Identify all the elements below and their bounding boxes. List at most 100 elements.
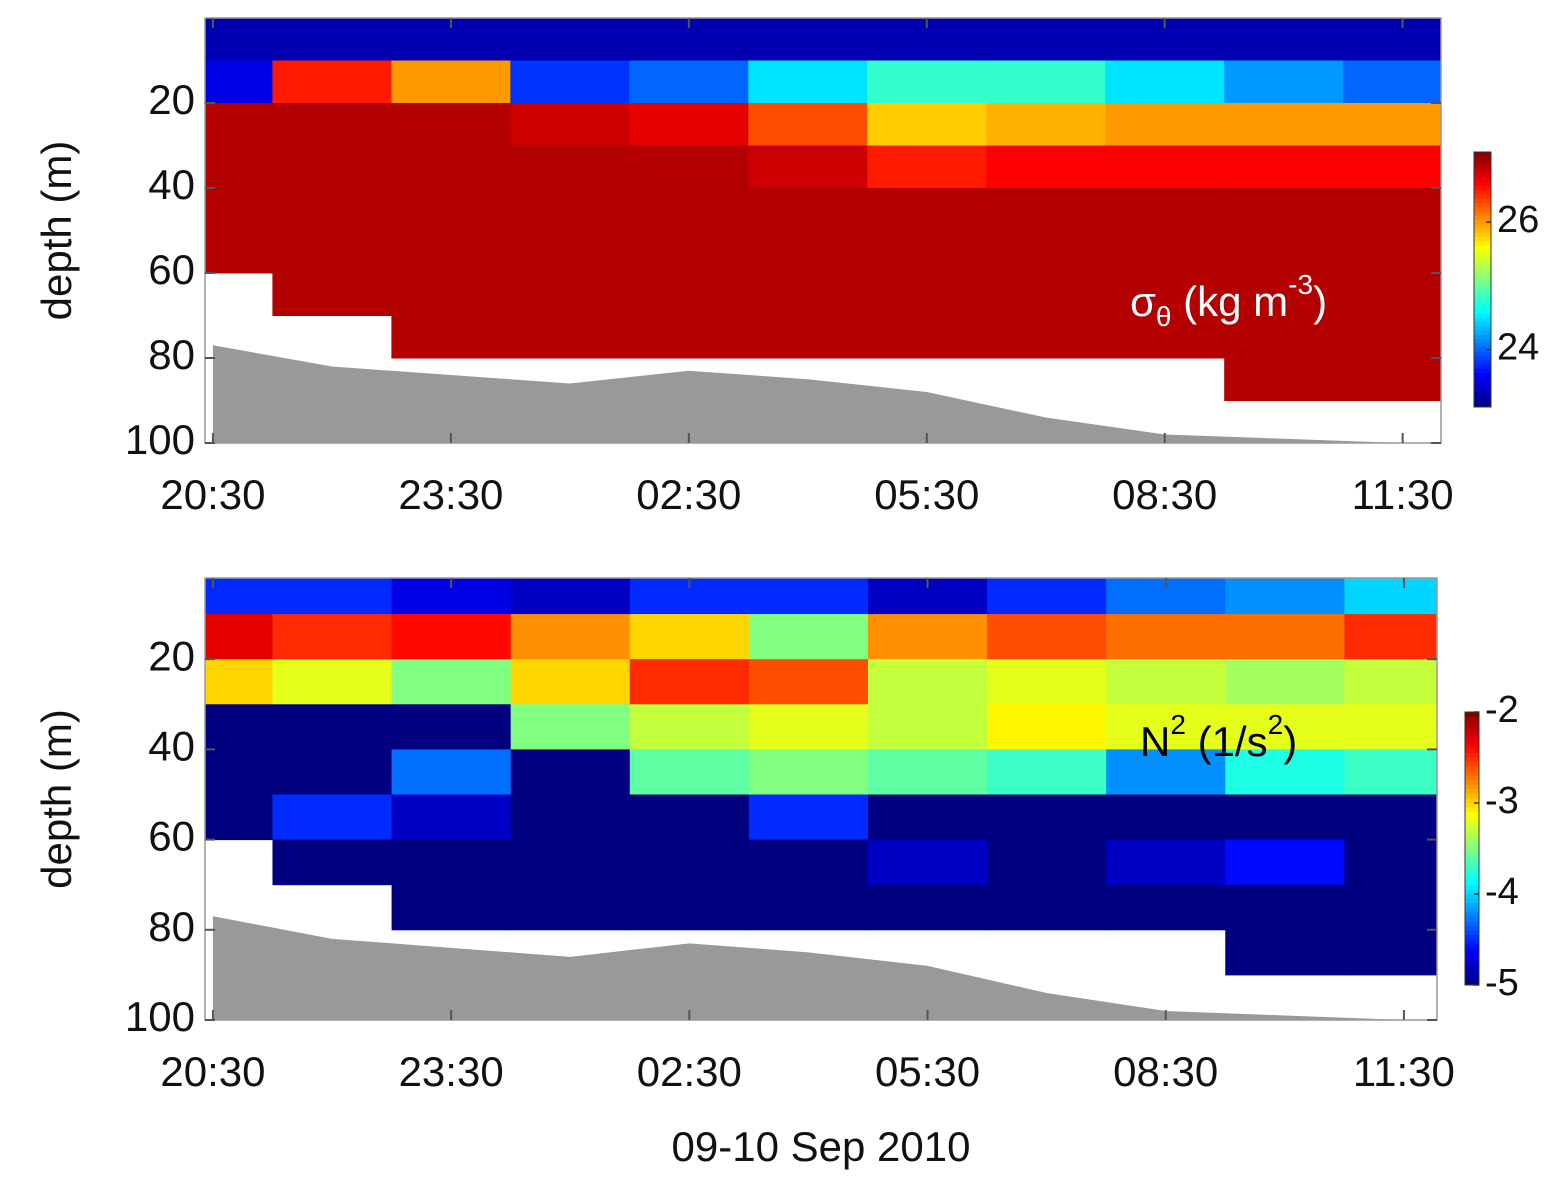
heat-cell <box>987 659 1107 705</box>
heat-cell <box>510 230 630 274</box>
colorbar-segment <box>1465 762 1479 768</box>
colorbar-tick-label: -2 <box>1485 689 1519 731</box>
heat-cell <box>272 614 393 660</box>
heat-cell <box>510 839 631 886</box>
colorbar-segment <box>1474 181 1491 187</box>
heat-cell <box>629 749 750 795</box>
colorbar-segment <box>1474 190 1491 195</box>
annotation-part: ) <box>1313 278 1327 325</box>
colorbar-tick-label: 24 <box>1497 327 1539 369</box>
colorbar-segment <box>1465 966 1479 972</box>
heat-cell <box>272 794 393 841</box>
colorbar-segment <box>1465 803 1479 809</box>
x-tick-label: 20:30 <box>160 471 265 518</box>
heat-cell <box>205 188 273 231</box>
heat-cell <box>867 749 988 795</box>
y-tick-label: 80 <box>148 903 195 950</box>
heat-cell <box>205 230 273 274</box>
heat-cell <box>1105 60 1225 104</box>
heat-cell <box>748 794 869 841</box>
y-tick-label: 60 <box>148 813 195 860</box>
x-tick-label: 23:30 <box>398 471 503 518</box>
heat-cell <box>987 794 1107 841</box>
heat-cell <box>391 60 511 104</box>
heat-cell <box>629 188 749 231</box>
heat-cell <box>510 794 631 841</box>
colorbar-segment <box>1474 377 1491 382</box>
heat-cell <box>391 188 511 231</box>
heat-cell <box>1106 839 1226 886</box>
colorbar-segment <box>1474 292 1491 297</box>
y-axis-label: depth (m) <box>33 709 80 889</box>
heat-cell <box>510 18 630 61</box>
y-tick-label: 40 <box>148 161 195 208</box>
heat-cell <box>748 230 868 274</box>
heat-cell <box>1225 929 1345 976</box>
colorbar-tick-label: -5 <box>1485 962 1519 1004</box>
heat-cell <box>1106 749 1226 795</box>
colorbar-segment <box>1465 839 1479 845</box>
heat-cell <box>510 704 631 750</box>
heat-cell <box>867 794 988 841</box>
heat-cell <box>510 103 630 146</box>
heat-cell <box>629 103 749 146</box>
heat-cell <box>1344 614 1437 660</box>
heat-cell <box>629 578 750 615</box>
heat-cell <box>867 884 988 931</box>
colorbar-segment <box>1465 812 1479 818</box>
heat-cell <box>510 884 631 931</box>
heat-cell <box>391 145 511 189</box>
heat-cell <box>987 704 1107 750</box>
colorbar-segment <box>1474 385 1491 391</box>
heat-cell <box>205 145 273 189</box>
colorbar-segment <box>1474 169 1491 174</box>
heat-cell <box>1344 929 1437 976</box>
colorbar-segment <box>1465 843 1479 849</box>
heat-cell <box>629 230 749 274</box>
heat-cell <box>510 273 630 316</box>
colorbar-segment <box>1474 173 1491 178</box>
colorbar-segment <box>1465 821 1479 827</box>
heat-cell <box>629 614 750 660</box>
colorbar-segment <box>1465 775 1479 781</box>
colorbar-segment <box>1465 884 1479 890</box>
y-tick-label: 40 <box>148 722 195 769</box>
colorbar-segment <box>1465 757 1479 763</box>
colorbar-segment <box>1465 766 1479 772</box>
y-tick-label: 20 <box>148 632 195 679</box>
heat-cell <box>510 614 631 660</box>
colorbar-segment <box>1465 830 1479 836</box>
heat-cell <box>391 884 512 931</box>
annotation-part: 2 <box>1170 709 1186 740</box>
heat-cell <box>205 614 273 660</box>
heat-cell <box>272 839 393 886</box>
heat-cell <box>1105 315 1225 359</box>
heat-cell <box>986 18 1106 61</box>
colorbar-segment <box>1465 880 1479 886</box>
colorbar-segment <box>1465 934 1479 940</box>
colorbar-segment <box>1465 871 1479 877</box>
colorbar-segment <box>1465 725 1479 731</box>
heat-cell <box>986 60 1106 104</box>
annotation-part: ) <box>1283 718 1297 765</box>
colorbar-segment <box>1474 300 1491 306</box>
colorbar-segment <box>1474 322 1491 327</box>
colorbar-segment <box>1465 980 1479 986</box>
colorbar-segment <box>1465 857 1479 863</box>
x-tick-label: 05:30 <box>875 1048 980 1095</box>
heat-cell <box>1343 103 1441 146</box>
colorbar-segment <box>1474 326 1491 331</box>
colorbar-segment <box>1465 944 1479 950</box>
plot-frame <box>204 17 1442 444</box>
heat-cell <box>391 659 512 705</box>
colorbar-segment <box>1474 266 1491 272</box>
colorbar-segment <box>1474 364 1491 370</box>
heat-cell <box>205 659 273 705</box>
heat-cell <box>1225 578 1345 615</box>
colorbar-segment <box>1474 360 1491 365</box>
heat-cell <box>205 704 273 750</box>
colorbar-segment <box>1474 368 1491 374</box>
colorbar-segment <box>1465 975 1479 981</box>
annotation-part: (kg m <box>1172 278 1289 325</box>
